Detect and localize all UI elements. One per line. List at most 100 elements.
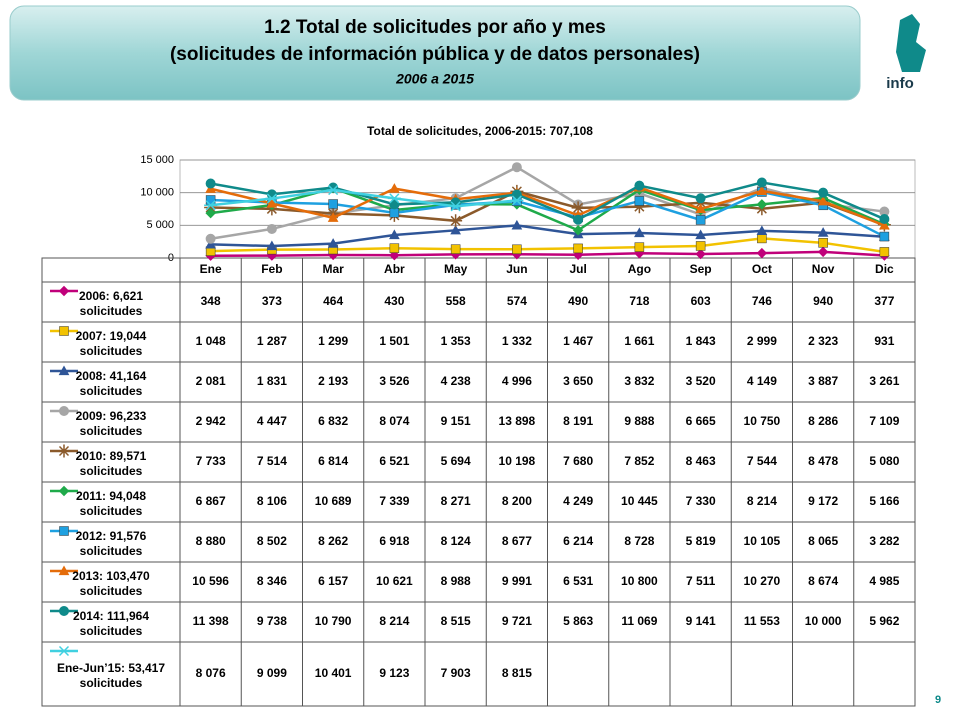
table-cell: 8 286 — [808, 414, 838, 428]
table-cell: 2 999 — [747, 334, 777, 348]
table-cell: 6 867 — [196, 494, 226, 508]
table-cell: 377 — [874, 294, 894, 308]
marker — [756, 199, 768, 210]
legend-box: 2010: 89,571 solicitudes — [76, 449, 147, 478]
marker — [571, 201, 585, 215]
x-tick-label: May — [444, 262, 468, 276]
marker — [634, 242, 645, 252]
table-cell: 8 214 — [747, 494, 777, 508]
table-cell: 8 200 — [502, 494, 532, 508]
table-cell: 490 — [568, 294, 588, 308]
marker — [632, 200, 646, 214]
table-cell: 9 888 — [624, 414, 654, 428]
table-cell: 7 339 — [379, 494, 409, 508]
x-tick-label: Jul — [569, 262, 586, 276]
table-cell: 1 843 — [686, 334, 716, 348]
legend-label: 2006: 6,621 solicitudes — [78, 288, 144, 318]
marker — [57, 645, 71, 657]
table-cell: 9 721 — [502, 614, 532, 628]
table-cell: 1 287 — [257, 334, 287, 348]
marker — [511, 162, 522, 173]
table-cell: 4 149 — [747, 374, 777, 388]
table-cell: 10 750 — [744, 414, 781, 428]
y-tick-label: 5 000 — [146, 219, 174, 231]
series-line — [210, 190, 885, 238]
table-cell: 8 106 — [257, 494, 287, 508]
legend-label: 2007: 19,044 solicitudes — [75, 328, 147, 358]
marker — [328, 199, 338, 209]
legend-box: 2013: 103,470 solicitudes — [72, 568, 150, 598]
x-tick-label: Sep — [690, 262, 712, 276]
table-cell: 940 — [813, 294, 833, 308]
marker — [511, 189, 522, 200]
table-cell: 1 048 — [196, 334, 226, 348]
marker — [389, 243, 400, 253]
x-tick-label: Jun — [506, 262, 527, 276]
marker — [265, 193, 279, 204]
table-cell: 5 080 — [869, 454, 899, 468]
table-cell: 10 689 — [315, 494, 352, 508]
marker — [450, 244, 461, 254]
marker — [205, 178, 216, 189]
marker — [58, 285, 70, 297]
table-cell: 8 124 — [441, 534, 471, 548]
x-tick-label: Ene — [200, 262, 222, 276]
table-cell: 7 680 — [563, 454, 593, 468]
table-cell: 7 511 — [686, 574, 716, 588]
table-cell: 6 665 — [686, 414, 716, 428]
marker — [756, 247, 768, 259]
marker — [879, 231, 890, 242]
legend-label: 2009: 96,233 solicitudes — [75, 408, 147, 438]
table-cell: 3 261 — [869, 374, 899, 388]
marker — [205, 207, 216, 219]
table-cell: 373 — [262, 294, 282, 308]
table-cell: 8 271 — [441, 494, 471, 508]
table-cell: 9 099 — [257, 666, 287, 680]
slide-period: 2006 a 2015 — [395, 71, 474, 87]
logo-icon — [896, 14, 926, 72]
table-cell: 1 661 — [624, 334, 654, 348]
table-cell: 603 — [691, 294, 711, 308]
table-cell: 8 262 — [318, 534, 348, 548]
table-cell: 9 172 — [808, 494, 838, 508]
chart-title: Total de solicitudes, 2006-2015: 707,108 — [367, 124, 593, 138]
marker — [512, 244, 522, 255]
marker — [449, 214, 463, 228]
table-cell: 3 526 — [379, 374, 409, 388]
y-tick-label: 10 000 — [140, 187, 174, 199]
marker — [449, 201, 463, 212]
table-cell: 7 514 — [257, 454, 287, 468]
table-cell: 7 330 — [686, 494, 716, 508]
marker — [818, 187, 829, 198]
table-cell: 10 401 — [315, 666, 352, 680]
table-cell: 11 398 — [193, 614, 229, 628]
table-cell: 9 738 — [257, 614, 287, 628]
marker — [695, 215, 706, 225]
slide-title: 1.2 Total de solicitudes por año y mes — [264, 17, 606, 38]
table-cell: 464 — [323, 294, 343, 308]
slide-subtitle: (solicitudes de información pública y de… — [170, 44, 700, 65]
marker — [58, 565, 70, 576]
table-cell: 11 069 — [621, 614, 657, 628]
marker — [58, 365, 70, 376]
table-cell: 1 299 — [318, 334, 348, 348]
marker — [817, 195, 829, 206]
table-cell: 10 621 — [376, 574, 413, 588]
x-tick-label: Mar — [322, 262, 344, 276]
table-cell: 7 903 — [441, 666, 471, 680]
header-box — [9, 5, 861, 101]
table-cell: 9 151 — [441, 414, 471, 428]
x-tick-label: Dic — [875, 262, 894, 276]
table-cell: 8 677 — [502, 534, 532, 548]
table-cell: 348 — [201, 294, 221, 308]
series-line — [210, 181, 885, 222]
marker — [879, 219, 890, 230]
table-cell: 5 166 — [869, 494, 899, 508]
legend-label: 2013: 103,470 solicitudes — [72, 568, 150, 598]
marker — [266, 223, 277, 234]
legend-box: 2006: 6,621 solicitudes — [78, 288, 144, 318]
marker — [634, 180, 645, 191]
marker — [59, 326, 69, 336]
table-cell: 4 238 — [441, 374, 471, 388]
